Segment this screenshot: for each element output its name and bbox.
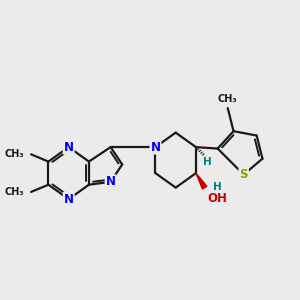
- Text: N: N: [106, 175, 116, 188]
- Text: H: H: [213, 182, 222, 192]
- Text: CH₃: CH₃: [4, 187, 24, 197]
- Text: N: N: [64, 193, 74, 206]
- Text: H: H: [203, 157, 212, 166]
- Text: CH₃: CH₃: [4, 149, 24, 159]
- Text: S: S: [239, 168, 248, 181]
- Polygon shape: [196, 173, 207, 189]
- Text: CH₃: CH₃: [218, 94, 238, 104]
- Text: N: N: [150, 141, 161, 154]
- Text: N: N: [64, 141, 74, 154]
- Text: OH: OH: [208, 192, 228, 205]
